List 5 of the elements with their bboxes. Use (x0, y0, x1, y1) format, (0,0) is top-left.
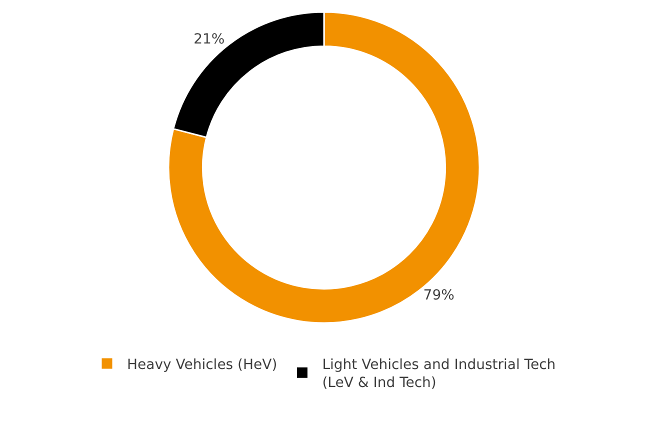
legend-label: Light Vehicles and Industrial Tech (LeV & Ind Tech) (322, 356, 556, 392)
donut-slice (168, 11, 480, 324)
data-label: 21% (194, 32, 225, 48)
legend-label: Heavy Vehicles (HeV) (127, 356, 278, 373)
data-label: 79% (423, 287, 454, 304)
